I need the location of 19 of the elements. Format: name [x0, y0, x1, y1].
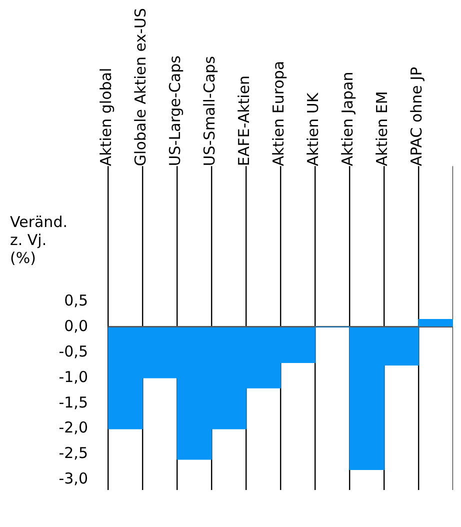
y-tick-label: -1,5: [58, 393, 88, 412]
y-tick-label: -1,0: [58, 368, 88, 386]
x-tick-label: US-Large-Caps: [166, 55, 184, 166]
y-axis-title: Veränd. z. Vj. (%): [10, 213, 68, 267]
y-tick-label: 0,0: [64, 316, 88, 335]
y-tick-label: -2,5: [58, 444, 88, 462]
x-tick-label: Aktien Europa: [270, 60, 288, 166]
x-tick-label: Aktien UK: [304, 92, 322, 166]
y-tick-label: -3,0: [58, 470, 88, 488]
x-tick-label: Globale Aktien ex-US: [132, 8, 150, 166]
x-tick-label: Aktien EM: [373, 91, 392, 166]
x-tick-label: Aktien Japan: [338, 72, 357, 166]
y-tick-label: -0,5: [58, 342, 88, 360]
x-tick-label: EAFE-Aktien: [235, 75, 254, 166]
x-tick-label: APAC ohne JP: [408, 66, 426, 166]
y-tick-label: -2,0: [58, 418, 88, 437]
y-tick-label: 0,5: [64, 291, 88, 310]
x-tick-label: US-Small-Caps: [200, 56, 219, 166]
x-tick-label: Aktien global: [97, 68, 116, 166]
